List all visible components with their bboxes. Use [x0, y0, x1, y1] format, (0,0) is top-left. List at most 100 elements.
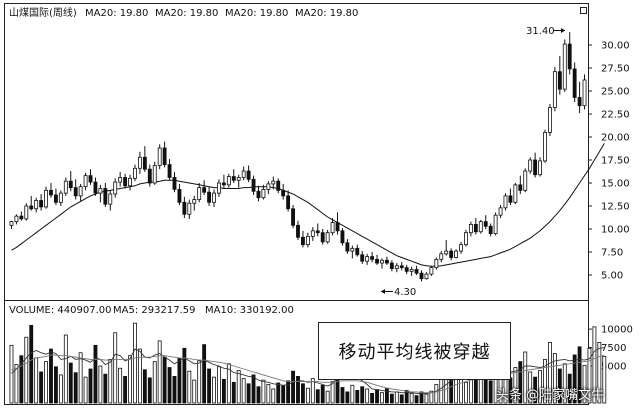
candle [266, 181, 271, 195]
candle [34, 197, 39, 213]
volume-bar [513, 367, 518, 404]
candle [231, 169, 236, 183]
candle-body [538, 160, 542, 176]
volume-bar [384, 387, 389, 404]
volume-bar [187, 370, 192, 404]
candle-body [305, 235, 310, 246]
volume-bar [137, 348, 142, 404]
volume-bar [202, 344, 207, 404]
candle [508, 188, 513, 206]
volume-ma5-label: MA5: 293217.59 [113, 305, 195, 316]
candle [552, 67, 557, 112]
candle-body [177, 189, 182, 203]
high-arrow-head [561, 28, 565, 33]
candle-body [394, 265, 399, 269]
candle [281, 183, 286, 200]
candle [557, 56, 562, 95]
price-tick-label: 10.00 [601, 225, 630, 236]
candle-body [58, 192, 63, 203]
candle [340, 228, 345, 246]
candle-body [142, 156, 147, 170]
volume-bar [142, 369, 147, 404]
candle-body [424, 273, 429, 280]
volume-bar [404, 390, 409, 404]
volume-bar [315, 389, 320, 404]
volume-bar [123, 375, 128, 404]
candle [78, 183, 83, 202]
ma-label-4: MA20: 19.80 [295, 8, 358, 19]
candle-body [325, 232, 330, 243]
low-label: 4.30 [394, 287, 416, 298]
volume-bar [587, 347, 592, 404]
candle [335, 212, 340, 235]
candle-body [503, 195, 508, 209]
volume-bar [54, 366, 58, 404]
price-tick-label: 17.50 [601, 156, 630, 167]
volume-bar [350, 384, 355, 404]
volume-bar [572, 354, 577, 404]
candle [217, 179, 221, 197]
candle [39, 194, 44, 211]
volume-bar [29, 324, 34, 404]
candle-body [483, 221, 488, 227]
ma-label-1: MA20: 19.80 [85, 8, 148, 19]
volume-bar [14, 364, 19, 404]
candle-body [118, 177, 123, 183]
candle [375, 254, 379, 265]
volume-bar [557, 368, 562, 404]
candle [172, 171, 177, 193]
volume-bar [597, 341, 602, 404]
volume-bar [212, 376, 216, 404]
volume-bar [543, 358, 547, 404]
volume-bar [538, 370, 542, 404]
volume-bar [301, 383, 305, 404]
candle [197, 183, 202, 203]
volume-bar [340, 387, 345, 404]
candle [142, 146, 147, 172]
candle [24, 203, 29, 221]
high-label: 31.40 [526, 26, 555, 37]
candle-body [147, 168, 152, 184]
candle-body [473, 223, 478, 233]
candle-body [9, 221, 14, 226]
volume-bar [296, 375, 300, 404]
volume-bar [44, 361, 48, 404]
volume-bar [261, 379, 266, 404]
candle [449, 248, 454, 261]
candle-body [192, 199, 197, 204]
candle-body [182, 201, 187, 215]
callout-box: 移动平均线被穿越 [318, 322, 511, 380]
candle-body [49, 189, 53, 196]
volume-bar [83, 376, 88, 404]
volume-bar [305, 387, 310, 404]
price-tick-label: 22.50 [601, 110, 630, 121]
price-tick-label: 7.50 [601, 248, 623, 259]
volume-bar [552, 353, 557, 404]
volume-bar [113, 332, 118, 404]
candle [345, 239, 350, 254]
candle-body [236, 177, 241, 181]
volume-bar [9, 344, 14, 404]
candle-body [355, 247, 360, 256]
candle [404, 264, 409, 275]
volume-bar [464, 381, 468, 404]
candle [123, 173, 128, 189]
candle [429, 265, 434, 276]
volume-bar [355, 390, 360, 404]
candle [49, 183, 53, 198]
volume-bar [24, 336, 29, 404]
candle [572, 62, 577, 103]
candle [533, 152, 538, 178]
candle-body [197, 187, 202, 200]
candle-body [103, 188, 108, 205]
volume-bar [602, 356, 607, 404]
candle-body [567, 43, 572, 70]
volume-bar [488, 380, 493, 404]
candle-body [365, 256, 370, 262]
volume-bar [577, 346, 582, 404]
candle [157, 144, 162, 170]
maximize-icon[interactable] [580, 7, 587, 14]
candle-body [345, 242, 350, 252]
volume-bar [73, 372, 78, 404]
candle-body [464, 232, 468, 246]
